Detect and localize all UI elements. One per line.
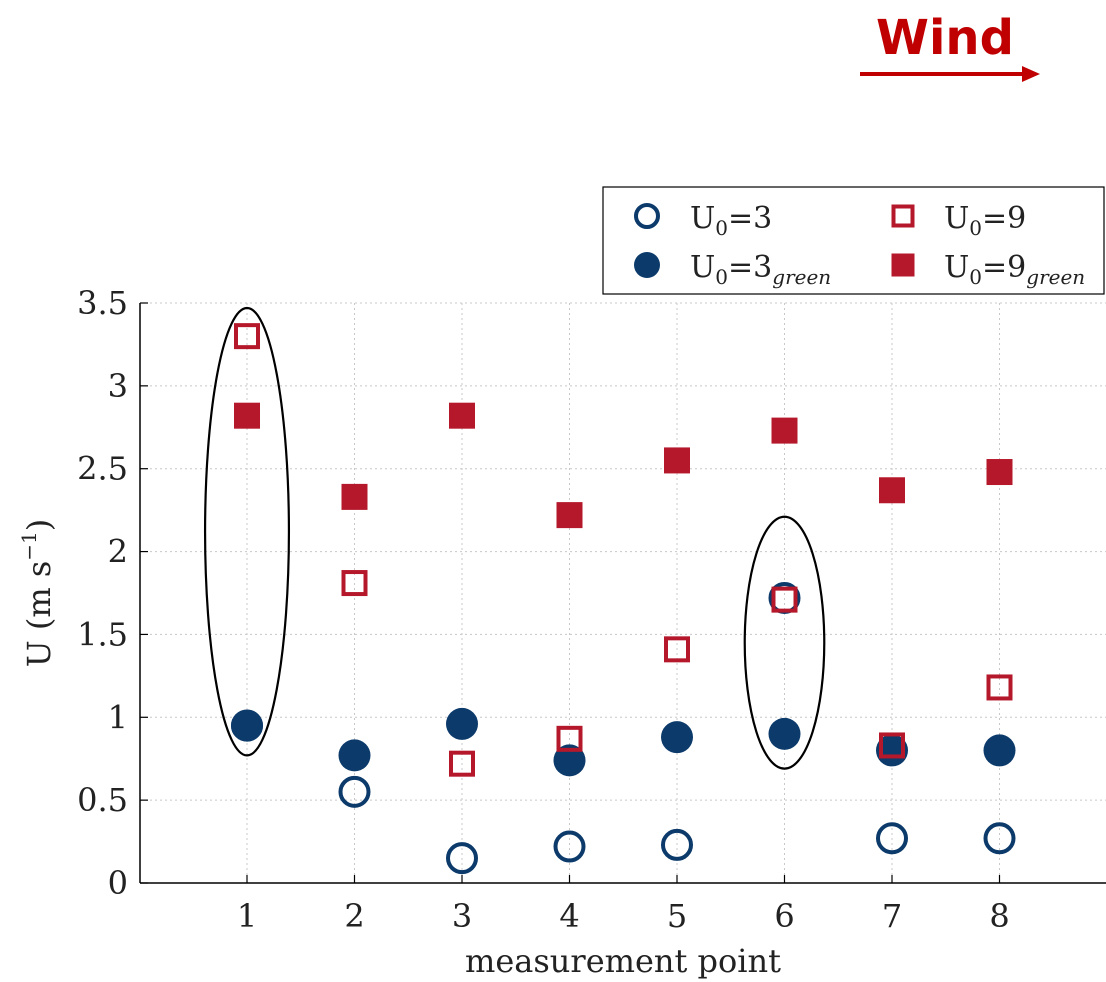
series-filled-square bbox=[234, 402, 1013, 529]
data-point bbox=[338, 775, 371, 808]
y-tick-label: 2.5 bbox=[77, 450, 128, 488]
data-series bbox=[231, 323, 1016, 875]
data-point bbox=[986, 459, 1013, 486]
data-point bbox=[341, 570, 368, 597]
legend-entry: U0=3 bbox=[690, 201, 772, 240]
x-tick-label: 8 bbox=[989, 897, 1009, 935]
y-tick-labels: 0 0.5 1 1.5 2 2.5 3 3.5 bbox=[77, 284, 128, 902]
x-tick-label: 2 bbox=[344, 897, 364, 935]
data-point bbox=[879, 477, 905, 504]
data-point bbox=[449, 402, 475, 429]
y-tick-label: 3.5 bbox=[77, 284, 128, 322]
data-point bbox=[449, 750, 475, 777]
legend: U0=3 U0=3green U0=9 U0=9green bbox=[602, 186, 1105, 295]
x-tick-label: 5 bbox=[667, 897, 687, 935]
wind-annotation: Wind bbox=[860, 10, 1040, 82]
y-axis-label: U (m s−1) bbox=[17, 519, 58, 668]
x-axis-label: measurement point bbox=[465, 942, 781, 980]
wind-label: Wind bbox=[876, 10, 1014, 66]
data-point bbox=[771, 417, 798, 444]
data-point bbox=[768, 717, 801, 750]
y-tick-label: 2 bbox=[108, 533, 128, 571]
y-tick-label: 1.5 bbox=[77, 615, 128, 653]
x-tick-label: 1 bbox=[237, 897, 257, 935]
grid bbox=[140, 302, 1106, 884]
data-point bbox=[879, 732, 905, 759]
data-point bbox=[876, 822, 908, 855]
data-point bbox=[983, 734, 1016, 767]
legend-marker bbox=[634, 252, 660, 278]
data-point bbox=[556, 502, 583, 529]
data-point bbox=[234, 402, 260, 429]
annotations bbox=[203, 306, 826, 770]
data-point bbox=[446, 707, 478, 740]
series-filled-circle bbox=[231, 707, 1016, 777]
x-tick-label: 3 bbox=[452, 897, 472, 935]
legend-marker bbox=[891, 204, 915, 228]
y-tick-label: 0.5 bbox=[77, 781, 128, 819]
data-point bbox=[341, 483, 368, 510]
data-point bbox=[553, 744, 586, 777]
legend-box bbox=[602, 186, 1105, 295]
data-point bbox=[661, 721, 693, 754]
ellipse-annotation bbox=[203, 306, 291, 757]
series-open-square bbox=[234, 323, 1013, 777]
legend-entry: U0=3green bbox=[690, 250, 831, 289]
legend-entry: U0=9green bbox=[944, 250, 1085, 289]
data-point bbox=[231, 709, 263, 742]
data-point bbox=[661, 828, 693, 861]
x-tick-label: 6 bbox=[774, 897, 794, 935]
y-tick-label: 0 bbox=[108, 864, 128, 902]
data-point bbox=[231, 709, 263, 742]
legend-marker bbox=[891, 253, 915, 277]
data-point bbox=[553, 830, 586, 863]
y-axis-label-superscript: −1 bbox=[17, 531, 41, 560]
x-tick-label: 4 bbox=[559, 897, 579, 935]
wind-arrow-head bbox=[1022, 66, 1040, 82]
data-point bbox=[556, 725, 583, 752]
y-tick-label: 3 bbox=[108, 367, 128, 405]
axes bbox=[139, 302, 1106, 884]
legend-entry: U0=9 bbox=[944, 201, 1026, 240]
x-tick-label: 7 bbox=[882, 897, 902, 935]
data-point bbox=[446, 842, 478, 875]
data-point bbox=[338, 739, 371, 772]
y-axis-label-main: U (m s bbox=[20, 561, 58, 668]
data-point bbox=[664, 447, 690, 474]
ellipse-annotation bbox=[743, 515, 826, 770]
x-tick-labels: 1 2 3 4 5 6 7 8 bbox=[237, 897, 1010, 935]
data-point bbox=[986, 674, 1013, 701]
y-axis-label-close: ) bbox=[20, 519, 58, 531]
legend-marker bbox=[634, 203, 660, 229]
series-open-circle bbox=[231, 581, 1016, 875]
data-point bbox=[664, 636, 690, 663]
data-point bbox=[234, 323, 260, 350]
data-point bbox=[983, 822, 1016, 855]
y-tick-label: 1 bbox=[108, 698, 128, 736]
data-point bbox=[771, 586, 798, 613]
